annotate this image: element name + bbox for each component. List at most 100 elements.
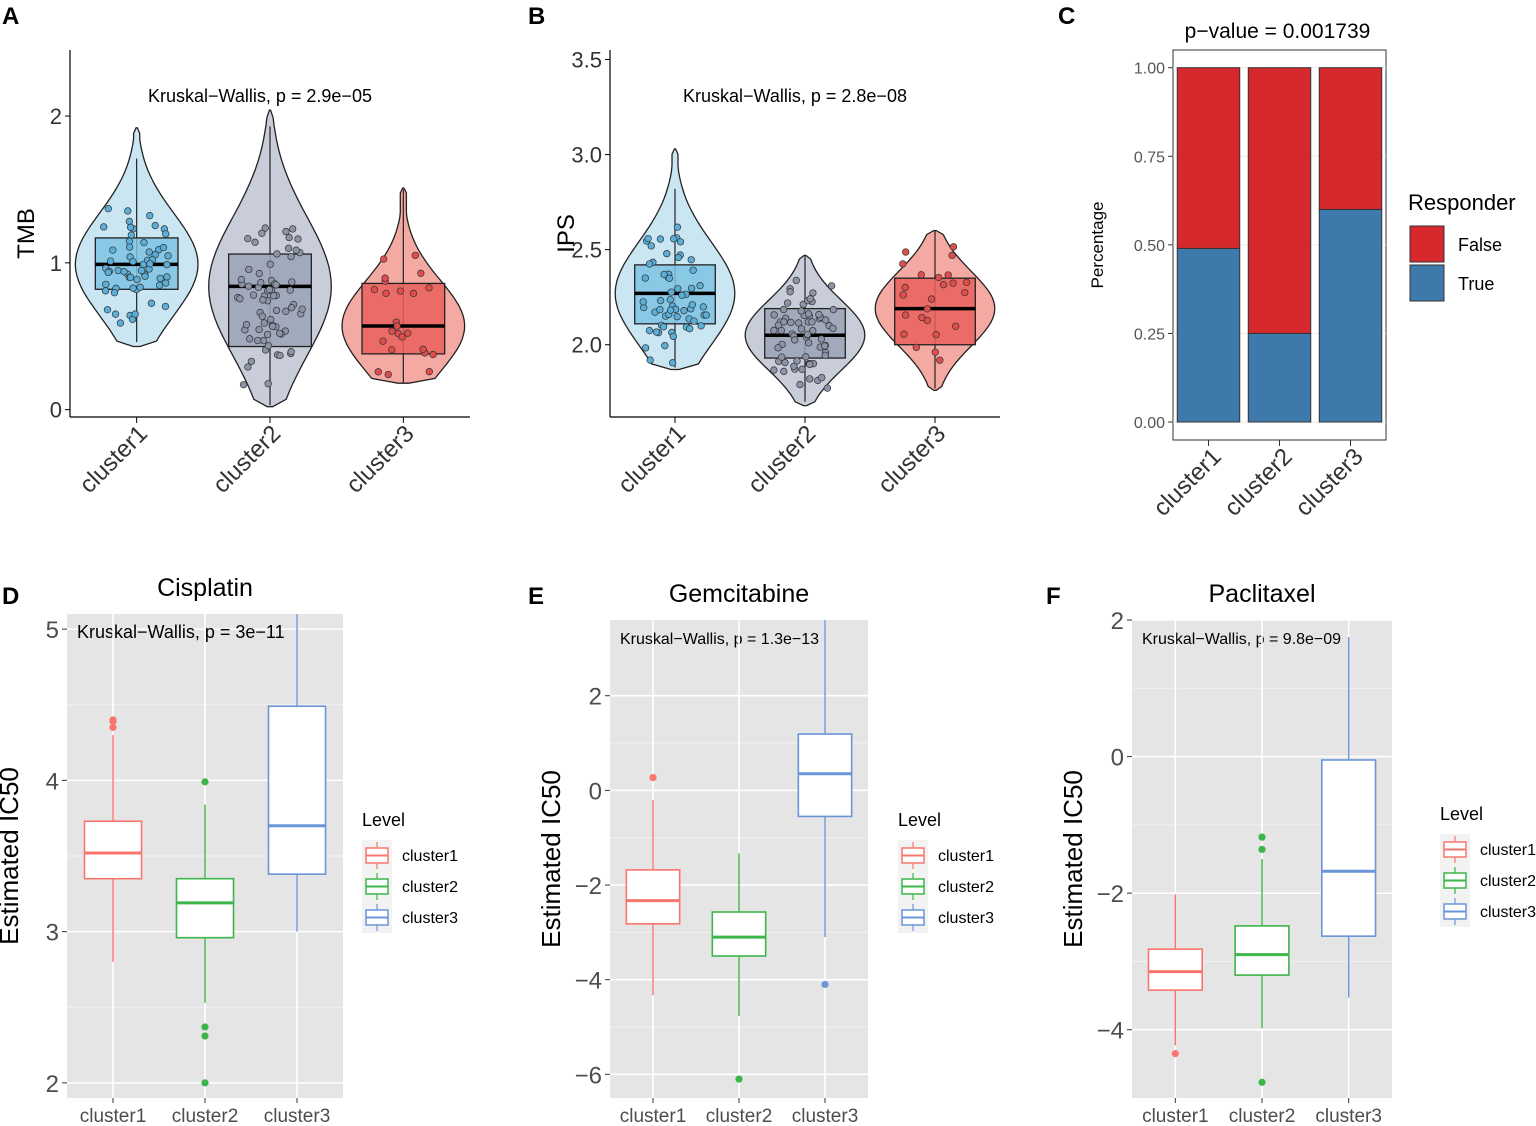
jitter-point <box>935 273 943 282</box>
jitter-point <box>102 280 110 289</box>
jitter-point <box>255 325 263 334</box>
outlier-point-cluster2 <box>1258 845 1266 854</box>
jitter-point <box>159 243 168 252</box>
x-tick-label-cluster3: cluster3 <box>341 420 420 499</box>
jitter-point <box>815 310 823 319</box>
jitter-point <box>901 311 910 319</box>
jitter-point <box>770 311 778 319</box>
jitter-point <box>669 332 677 341</box>
jitter-point <box>269 322 277 330</box>
jitter-point <box>802 353 810 361</box>
bar-true-cluster3 <box>1318 208 1383 423</box>
panel-a-tmb-violin: 0 1 2 TMB Kruskal−Wallis, p = 2.9e−05 cluster… <box>13 50 470 499</box>
jitter-point <box>417 269 425 277</box>
jitter-point <box>129 257 137 266</box>
x-tick-label-cluster1: cluster1 <box>620 1106 687 1126</box>
jitter-point <box>272 281 280 289</box>
outlier-point-cluster2 <box>201 1079 209 1087</box>
jitter-point <box>146 211 154 220</box>
jitter-point <box>804 310 813 318</box>
jitter-point <box>131 310 139 318</box>
legend-swatch-true <box>1409 264 1445 302</box>
jitter-point <box>125 217 134 226</box>
jitter-point <box>917 271 925 279</box>
panel-d-cisplatin-box: 2 3 4 5 Estimated IC50 Cisplatin Kruskal−Walli… <box>0 574 458 1126</box>
jitter-point <box>272 306 281 315</box>
y-tick-label: 2 <box>1111 608 1124 635</box>
jitter-point <box>797 307 805 315</box>
jitter-point <box>106 257 115 265</box>
jitter-point <box>285 233 293 242</box>
outlier-point-cluster1 <box>649 773 657 782</box>
jitter-point <box>777 326 786 335</box>
jitter-point <box>244 363 252 371</box>
jitter-point <box>931 348 939 356</box>
jitter-point <box>151 221 159 230</box>
jitter-point <box>949 279 957 287</box>
panel-e-gemcitabine-box: −6 −4 −2 0 2 Estimated IC50 Gemcitabine Kruskal… <box>536 580 994 1126</box>
jitter-point <box>374 368 382 376</box>
bar-false-cluster2 <box>1247 67 1312 334</box>
jitter-point <box>244 234 252 243</box>
jitter-point <box>294 235 302 243</box>
jitter-point <box>821 342 829 350</box>
y-axis-title: Percentage <box>1088 202 1107 289</box>
jitter-point <box>255 269 263 278</box>
chart-title: Paclitaxel <box>1209 580 1316 608</box>
kruskal-wallis-annotation: Kruskal−Wallis, p = 2.8e−08 <box>683 86 907 106</box>
x-tick-label-cluster2: cluster2 <box>1229 1106 1296 1126</box>
legend-label-cluster3: cluster3 <box>1480 904 1536 921</box>
panel-b-ips-violin: 2.0 2.5 3.0 3.5 IPS Kruskal−Wallis, p = 2.8e−… <box>553 48 1000 499</box>
jitter-point <box>242 321 251 329</box>
jitter-point <box>961 288 969 297</box>
x-tick-label-cluster1: cluster1 <box>613 420 692 499</box>
jitter-point <box>254 336 262 345</box>
chart-title: p−value = 0.001739 <box>1185 20 1371 43</box>
jitter-point <box>425 368 433 376</box>
jitter-point <box>786 288 794 296</box>
panel-c-responder-stacked-bar: 0.00 0.25 0.50 0.75 1.00 Percentage p−value = … <box>1088 20 1516 522</box>
jitter-point <box>411 251 419 260</box>
jitter-point <box>163 273 171 281</box>
jitter-point <box>276 329 284 338</box>
jitter-point <box>902 248 910 256</box>
jitter-point <box>936 356 944 364</box>
bar-false-cluster1 <box>1176 67 1241 249</box>
x-tick-label-cluster3: cluster3 <box>1290 443 1369 522</box>
outlier-point-cluster3 <box>821 980 829 989</box>
y-tick-label: 1.00 <box>1134 61 1165 78</box>
jitter-point <box>298 305 306 313</box>
jitter-point <box>370 285 379 294</box>
y-tick-label: −6 <box>575 1062 602 1089</box>
y-tick-label: 0 <box>1111 745 1124 772</box>
jitter-point <box>419 345 427 353</box>
jitter-point <box>265 285 274 294</box>
jitter-point <box>396 287 405 295</box>
x-tick-label-cluster3: cluster3 <box>264 1106 331 1126</box>
y-axis-title: Estimated IC50 <box>536 770 566 948</box>
jitter-point <box>805 339 813 347</box>
legend-label-cluster1: cluster1 <box>938 848 994 865</box>
jitter-point <box>273 250 281 258</box>
jitter-point <box>806 295 815 303</box>
box-cluster1 <box>625 869 681 925</box>
jitter-point <box>689 266 697 274</box>
jitter-point <box>668 359 677 367</box>
outlier-point-cluster2 <box>201 1023 209 1031</box>
jitter-point <box>670 235 678 243</box>
jitter-point <box>822 316 830 324</box>
outlier-point-cluster1 <box>109 723 117 732</box>
jitter-point <box>246 335 254 343</box>
bar-true-cluster1 <box>1176 247 1241 423</box>
jitter-point <box>276 351 284 360</box>
jitter-point <box>267 315 275 324</box>
jitter-point <box>284 244 293 252</box>
jitter-point <box>145 248 153 256</box>
jitter-point <box>147 299 156 307</box>
jitter-point <box>126 273 135 282</box>
jitter-point <box>260 319 268 327</box>
jitter-point <box>404 329 412 337</box>
jitter-point <box>666 306 675 314</box>
jitter-point <box>809 327 817 335</box>
jitter-point <box>288 278 296 286</box>
